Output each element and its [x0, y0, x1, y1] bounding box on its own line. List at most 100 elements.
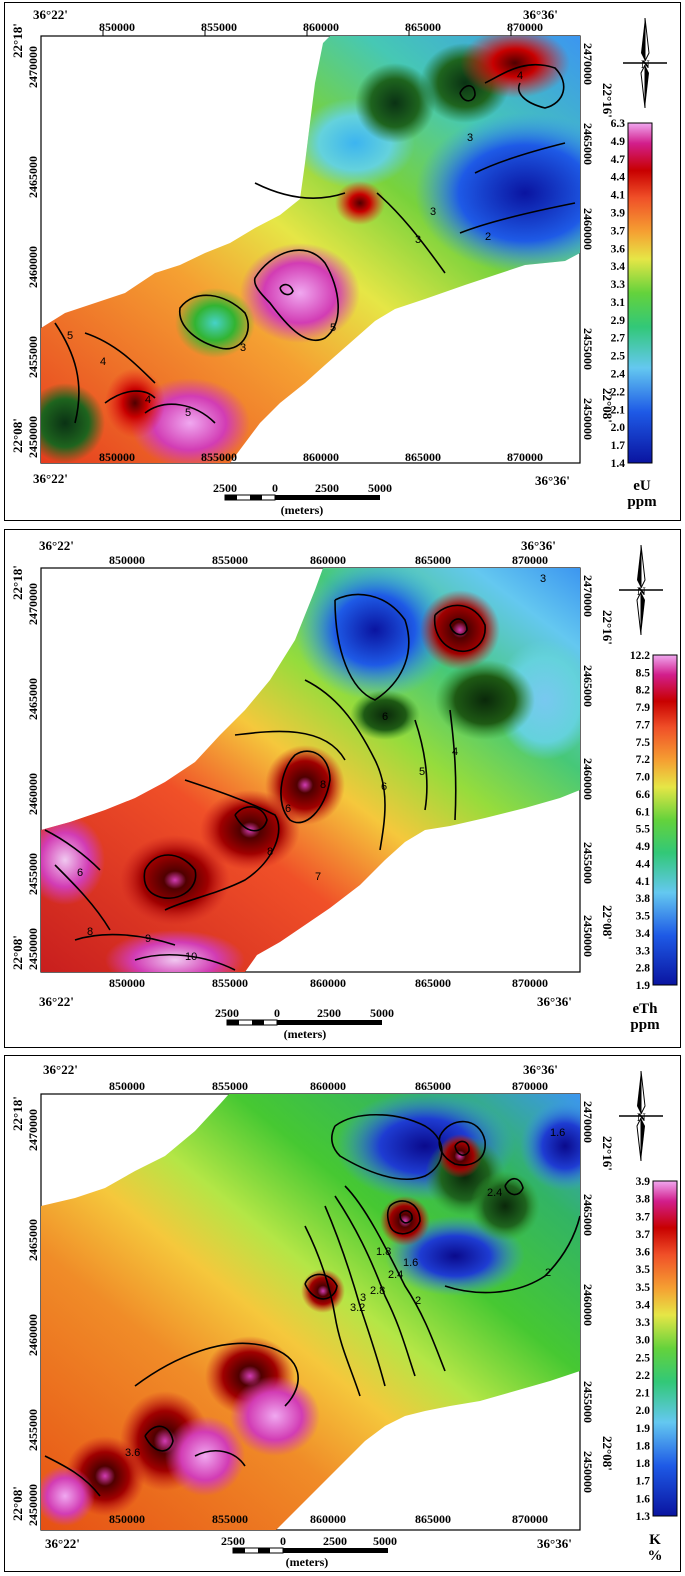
corner-sw: 36°22'	[45, 1536, 80, 1551]
eth-contours	[44, 593, 486, 971]
colorbar-tick-label: 6.3	[611, 118, 626, 130]
svg-text:850000: 850000	[99, 20, 135, 34]
colorbar-tick-label: 2.1	[636, 1388, 651, 1400]
y-axis-left: 2470000 2465000 2460000 2455000 2450000	[26, 583, 40, 970]
colorbar-tick-label: 7.2	[636, 754, 651, 766]
svg-text:6: 6	[382, 711, 388, 723]
eu-contour-labels: 4 3 3 2 3 5 3 5 4 4 5	[67, 70, 523, 419]
svg-text:870000: 870000	[512, 553, 548, 567]
svg-text:6: 6	[285, 803, 291, 815]
k-contour-labels: 1.6 2.4 1.8 1.6 3.2 3 2.8 2.4 2 2 3.6	[125, 1127, 565, 1459]
svg-text:855000: 855000	[212, 553, 248, 567]
svg-text:2450000: 2450000	[581, 1451, 595, 1493]
scale-bar: 2500 0 2500 5000 (meters)	[221, 1534, 397, 1569]
colorbar-tick-label: 5.5	[636, 824, 651, 836]
y-axis-right: 2470000 2465000 2460000 2455000 2450000	[581, 1101, 595, 1493]
svg-text:2470000: 2470000	[26, 1109, 40, 1151]
north-arrow-icon: N	[623, 17, 667, 109]
lat-right-top: 22°16'	[600, 83, 615, 118]
svg-text:4: 4	[452, 746, 458, 758]
svg-text:870000: 870000	[507, 450, 543, 464]
svg-text:860000: 860000	[303, 20, 339, 34]
colorbar-tick-label: 3.4	[611, 261, 626, 273]
colorbar-tick-label: 1.3	[636, 1511, 651, 1523]
svg-text:3: 3	[360, 1292, 366, 1304]
colorbar-tick-label: 7.9	[636, 702, 651, 714]
svg-text:870000: 870000	[512, 1512, 548, 1526]
svg-text:2: 2	[545, 1267, 551, 1279]
colorbar-tick-label: 6.1	[636, 806, 651, 818]
svg-text:2470000: 2470000	[26, 583, 40, 625]
svg-text:865000: 865000	[405, 20, 441, 34]
corner-se: 36°36'	[537, 1536, 572, 1551]
svg-text:2460000: 2460000	[581, 208, 595, 250]
colorbar-tick-label: 3.1	[611, 297, 626, 309]
svg-text:4: 4	[517, 70, 523, 82]
x-axis-bottom: 850000 855000 860000 865000 870000	[109, 1512, 548, 1526]
svg-text:2465000: 2465000	[581, 123, 595, 165]
svg-text:2500: 2500	[215, 1006, 239, 1020]
svg-text:9: 9	[145, 933, 151, 945]
svg-text:5000: 5000	[368, 481, 392, 495]
colorbar-tick-label: 2.0	[636, 1405, 651, 1417]
svg-text:0: 0	[272, 481, 278, 495]
svg-text:0: 0	[274, 1006, 280, 1020]
colorbar-tick-label: 3.3	[636, 1317, 651, 1329]
colorbar-tick-label: 3.5	[636, 1282, 651, 1294]
svg-text:(meters): (meters)	[286, 1555, 329, 1569]
lat-right-bottom: 22°08'	[600, 1436, 615, 1471]
svg-text:5000: 5000	[373, 1534, 397, 1548]
svg-text:2450000: 2450000	[26, 1484, 40, 1526]
eu-colorbar	[627, 122, 653, 464]
svg-text:850000: 850000	[109, 553, 145, 567]
colorbar-tick-label: 2.9	[611, 315, 626, 327]
colorbar-tick-label: 1.7	[636, 1476, 651, 1488]
svg-text:2.4: 2.4	[487, 1187, 502, 1199]
svg-text:6: 6	[77, 867, 83, 879]
colorbar-tick-label: 3.7	[636, 1229, 651, 1241]
svg-text:860000: 860000	[303, 450, 339, 464]
k-contours	[44, 1113, 581, 1497]
svg-text:850000: 850000	[109, 1079, 145, 1093]
svg-text:2500: 2500	[315, 481, 339, 495]
svg-text:N: N	[637, 1110, 646, 1124]
svg-text:860000: 860000	[310, 553, 346, 567]
svg-text:2.8: 2.8	[370, 1285, 385, 1297]
colorbar-tick-label: 3.9	[636, 1176, 651, 1188]
svg-text:855000: 855000	[212, 976, 248, 990]
svg-text:2470000: 2470000	[581, 43, 595, 85]
svg-text:2465000: 2465000	[581, 1194, 595, 1236]
corner-nw: 36°22'	[43, 1062, 78, 1077]
corner-ne: 36°36'	[523, 7, 558, 22]
eth-colorbar-labels: 12.2 8.5 8.2 7.9 7.7 7.5 7.2 7.0 6.6 6.1 5.5 4.9 4.4…	[630, 650, 650, 992]
lat-bottom: 22°08'	[10, 935, 25, 970]
svg-text:2465000: 2465000	[26, 1219, 40, 1261]
lat-right-bottom: 22°08'	[600, 905, 615, 940]
corner-se: 36°36'	[535, 473, 570, 488]
colorbar-tick-label: 1.9	[636, 1423, 651, 1435]
svg-text:2: 2	[485, 231, 491, 243]
svg-text:860000: 860000	[310, 1079, 346, 1093]
svg-text:870000: 870000	[512, 976, 548, 990]
svg-text:2460000: 2460000	[26, 1314, 40, 1356]
corner-nw: 36°22'	[39, 538, 74, 553]
eu-unit-label: eU	[633, 478, 651, 494]
corner-nw: 36°22'	[33, 7, 68, 22]
svg-text:1.6: 1.6	[550, 1127, 565, 1139]
y-axis-left: 2470000 2465000 2460000 2455000 2450000	[26, 1109, 40, 1526]
k-map-panel: 1.6 2.4 1.8 1.6 3.2 3 2.8 2.4 2 2 3.6 85…	[4, 1055, 681, 1572]
svg-text:8: 8	[87, 926, 93, 938]
colorbar-tick-label: 4.4	[636, 858, 651, 870]
svg-text:6: 6	[381, 781, 387, 793]
svg-text:3: 3	[540, 573, 546, 585]
corner-se: 36°36'	[537, 994, 572, 1009]
svg-text:10: 10	[185, 951, 197, 963]
eu-map-panel: 4 3 3 2 3 5 3 5 4 4 5 850000 855000 8600…	[4, 2, 681, 521]
svg-text:2460000: 2460000	[26, 246, 40, 288]
svg-text:865000: 865000	[415, 553, 451, 567]
x-axis-bottom: 850000 855000 860000 865000 870000	[109, 976, 548, 990]
scale-bar: 2500 0 2500 5000 (meters)	[213, 481, 392, 517]
colorbar-tick-label: 3.6	[611, 243, 626, 255]
svg-text:0: 0	[280, 1534, 286, 1548]
svg-text:850000: 850000	[109, 1512, 145, 1526]
